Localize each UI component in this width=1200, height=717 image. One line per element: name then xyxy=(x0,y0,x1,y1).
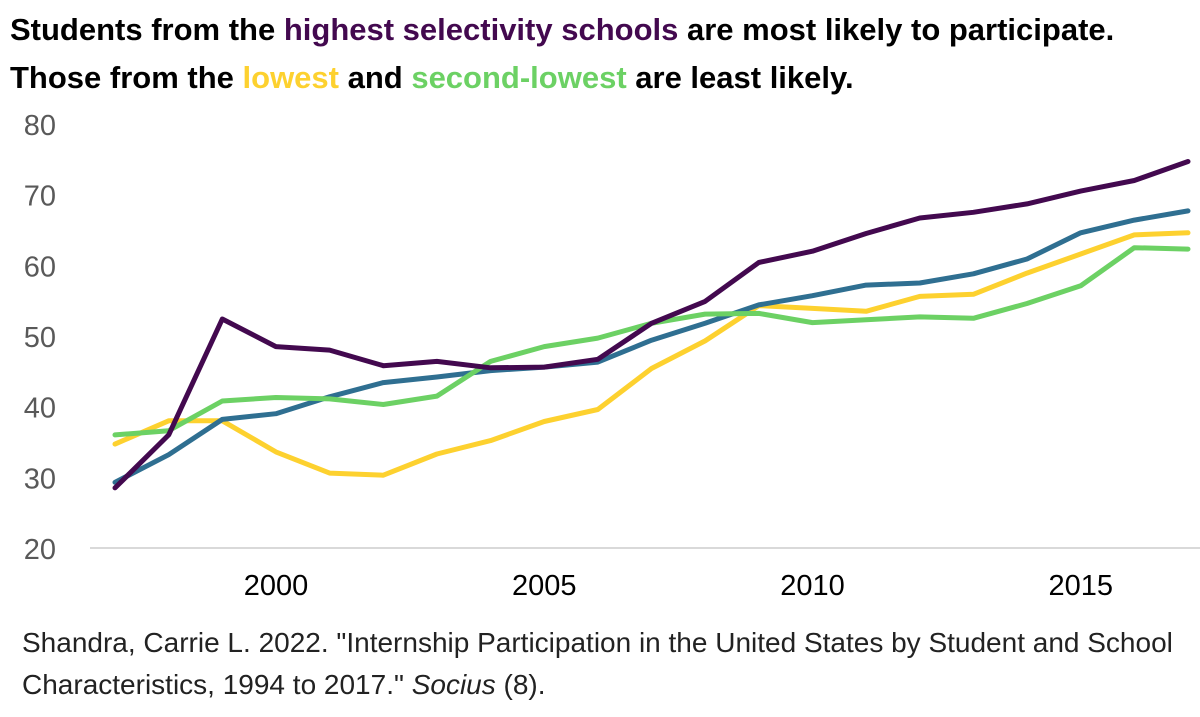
title-part-1: Students from the xyxy=(10,12,284,47)
caption-text-after: (8). xyxy=(495,669,546,700)
y-tick-label: 40 xyxy=(24,393,56,425)
caption-journal: Socius xyxy=(411,669,496,700)
title-part-4: are least likely. xyxy=(626,60,854,95)
x-tick-label: 2015 xyxy=(1048,570,1113,602)
title-highlight-second-lowest: second-lowest xyxy=(411,60,627,95)
series-line-middle xyxy=(112,208,1191,485)
series-line-lowest xyxy=(112,230,1191,478)
y-tick-label: 50 xyxy=(24,322,56,354)
x-tick-label: 2000 xyxy=(244,570,309,602)
y-tick-label: 30 xyxy=(24,463,56,495)
y-tick-label: 70 xyxy=(24,181,56,213)
x-tick-label: 2010 xyxy=(780,570,845,602)
title-part-2: are most likely to participate. Those fr… xyxy=(10,12,1115,95)
caption-text: Shandra, Carrie L. 2022. "Internship Par… xyxy=(22,627,1173,700)
title-part-3: and xyxy=(338,60,412,95)
y-tick-label: 80 xyxy=(24,110,56,142)
y-tick-label: 20 xyxy=(24,534,56,566)
title-highlight-lowest: lowest xyxy=(242,60,339,95)
chart-title: Students from the highest selectivity sc… xyxy=(10,6,1190,102)
series-line-highest-selectivity xyxy=(112,159,1191,491)
y-tick-label: 60 xyxy=(24,251,56,283)
x-tick-label: 2005 xyxy=(512,570,577,602)
source-caption: Shandra, Carrie L. 2022. "Internship Par… xyxy=(22,622,1192,706)
title-highlight-highest: highest selectivity schools xyxy=(283,12,679,47)
